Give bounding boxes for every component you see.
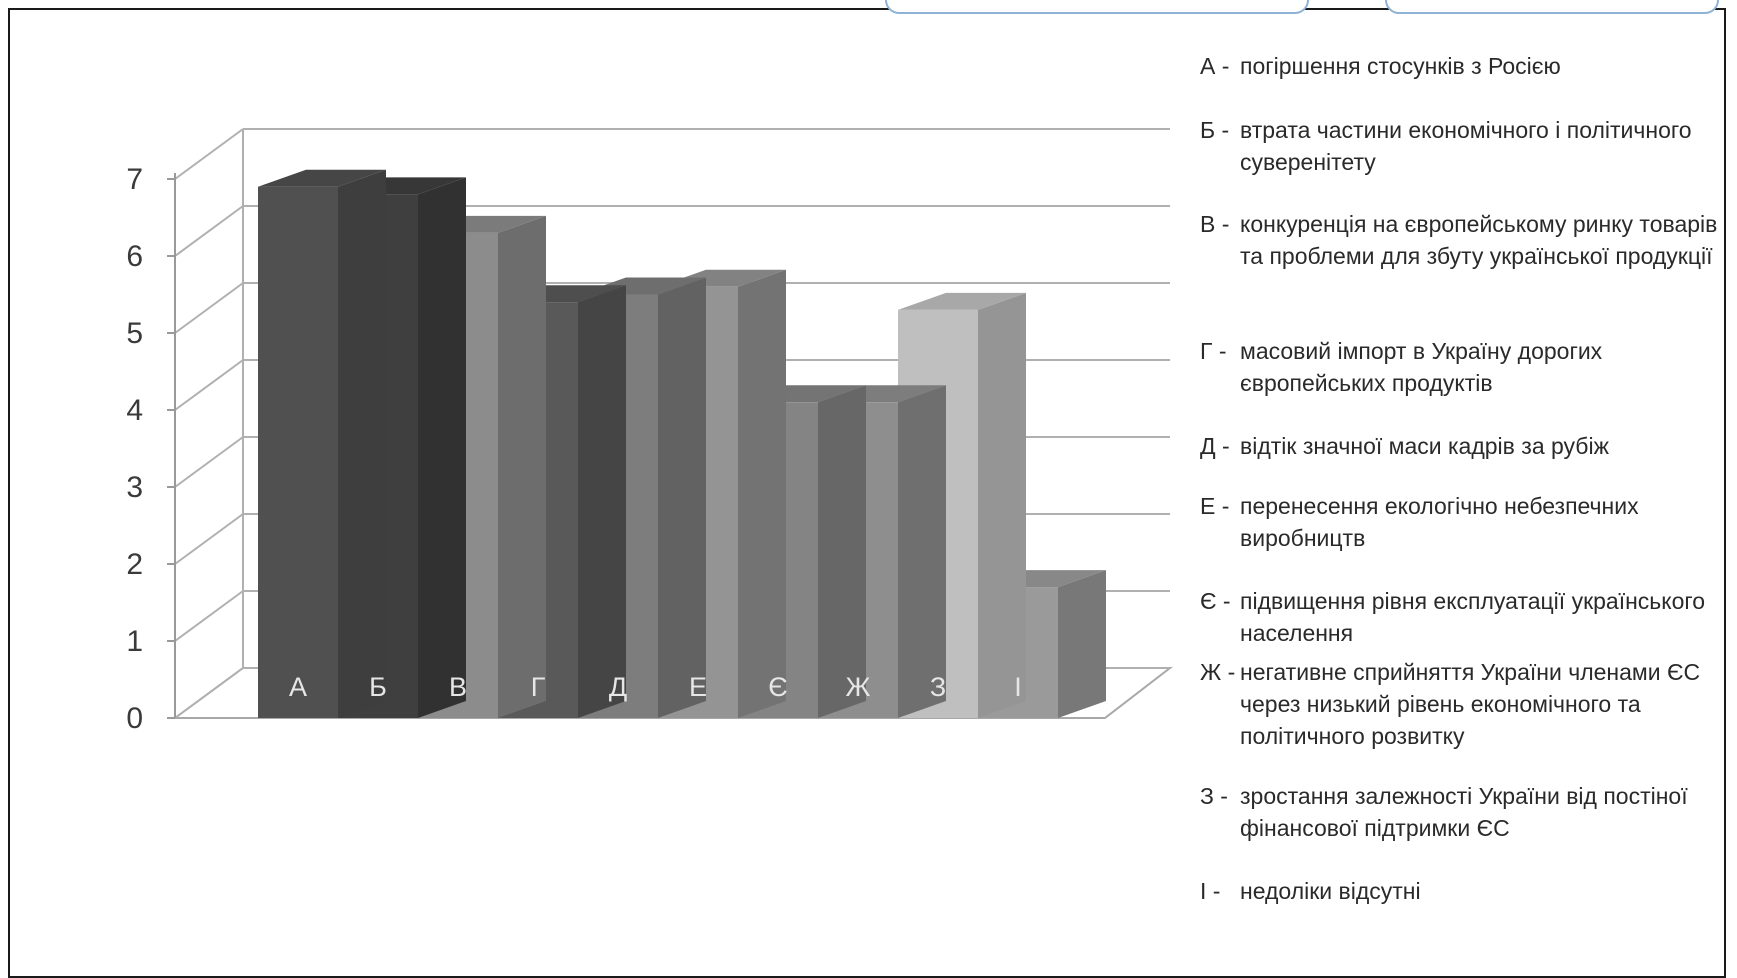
category-label: Є (768, 672, 787, 702)
bar-top (258, 169, 386, 187)
legend-key: А - (1200, 53, 1230, 79)
bar-side (1058, 570, 1106, 718)
legend-text: відтік значної маси кадрів за рубіж (1240, 433, 1609, 459)
bar-side (578, 285, 626, 718)
bar-side (738, 269, 786, 718)
legend-item-ye: Є - підвищення рівня експлуатації україн… (1200, 585, 1730, 649)
legend-item-v: В - конкуренція на європейському ринку т… (1200, 208, 1730, 272)
legend-item-h: Г - масовий імпорт в Україну дорогих євр… (1200, 335, 1730, 399)
legend-item-d: Д - відтік значної маси кадрів за рубіж (1200, 430, 1730, 462)
legend-item-i: І - недоліки відсутні (1200, 875, 1730, 907)
gridline-side (174, 205, 244, 257)
legend-text: погіршення стосунків з Росією (1240, 53, 1561, 79)
y-tick-label: 0 (126, 702, 143, 735)
gridline-side (174, 128, 244, 180)
legend-text: негативне сприйняття України членами ЄС … (1240, 659, 1701, 749)
legend-item-a: А - погіршення стосунків з Росією (1200, 50, 1730, 82)
bar-side (498, 215, 546, 718)
legend-key: І - (1200, 878, 1221, 904)
bar-side (898, 385, 946, 718)
legend-text: перенесення екологічно небезпечних вироб… (1240, 493, 1639, 551)
category-label: Г (531, 672, 546, 702)
gridline-side (174, 513, 244, 565)
legend-text: масовий імпорт в Україну дорогих європей… (1240, 338, 1603, 396)
legend-item-zh: Ж - негативне сприйняття України членами… (1200, 656, 1730, 752)
category-label: В (449, 672, 467, 702)
category-label: Ж (846, 672, 871, 702)
legend-key: З - (1200, 783, 1228, 809)
y-axis: 0 1 2 3 4 5 6 7 (126, 163, 176, 735)
y-tick-label: 2 (126, 548, 143, 581)
bar-1 (258, 169, 386, 718)
legend-key: Б - (1200, 117, 1230, 143)
bars (258, 169, 1106, 718)
gridline-side (174, 667, 244, 719)
bar-top (898, 292, 1026, 310)
legend-item-b: Б - втрата частини економічного і політи… (1200, 114, 1730, 178)
y-tick-label: 6 (126, 240, 143, 273)
bar-side (818, 385, 866, 718)
y-tick-label: 3 (126, 471, 143, 504)
legend-key: Е - (1200, 493, 1230, 519)
bar-side (658, 277, 706, 718)
bar-chart: 0 1 2 3 4 5 6 7 А Б В Г Д Е Є Ж З І (126, 128, 1173, 735)
gridline-side (174, 436, 244, 488)
legend-text: недоліки відсутні (1240, 878, 1421, 904)
gridline-side (174, 590, 244, 642)
y-tick-label: 1 (126, 625, 143, 658)
top-strip (0, 0, 1737, 8)
bar-side (338, 169, 386, 718)
category-label: Е (689, 672, 707, 702)
category-label: З (930, 672, 946, 702)
category-label: Б (369, 672, 387, 702)
category-label: А (289, 672, 307, 702)
category-label: І (1014, 672, 1022, 702)
gridline-side (174, 359, 244, 411)
legend-item-e: Е - перенесення екологічно небезпечних в… (1200, 490, 1730, 554)
y-tick-label: 4 (126, 394, 143, 427)
legend-text: втрата частини економічного і політичног… (1240, 117, 1692, 175)
legend-key: Ж - (1200, 659, 1236, 685)
legend-key: Є - (1200, 588, 1231, 614)
bar-side (978, 292, 1026, 718)
legend-key: Д - (1200, 433, 1230, 459)
gridline-side (174, 282, 244, 334)
y-tick-label: 5 (126, 317, 143, 350)
legend-text: підвищення рівня експлуатації українсько… (1240, 588, 1706, 646)
legend-text: конкуренція на європейському ринку товар… (1240, 211, 1718, 269)
legend-key: Г - (1200, 338, 1227, 364)
legend-text: зростання залежності України від постіно… (1240, 783, 1688, 841)
y-tick-label: 7 (126, 163, 143, 196)
legend-item-z: З - зростання залежності України від пос… (1200, 780, 1730, 844)
legend-key: В - (1200, 211, 1230, 237)
category-label: Д (609, 672, 627, 702)
bar-front (258, 186, 338, 718)
bar-side (418, 177, 466, 718)
